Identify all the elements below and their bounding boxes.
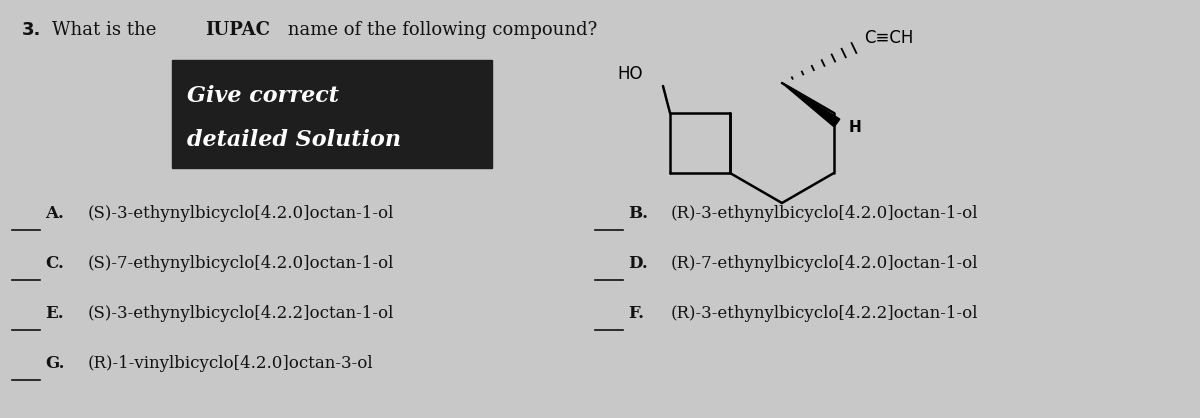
Text: (S)-3-ethynylbicyclo[4.2.0]octan-1-ol: (S)-3-ethynylbicyclo[4.2.0]octan-1-ol [88, 204, 395, 222]
Text: G.: G. [46, 354, 65, 372]
Text: 3.: 3. [22, 21, 41, 39]
Text: F.: F. [628, 304, 644, 321]
Text: (R)-3-ethynylbicyclo[4.2.0]octan-1-ol: (R)-3-ethynylbicyclo[4.2.0]octan-1-ol [671, 204, 978, 222]
Text: (S)-3-ethynylbicyclo[4.2.2]octan-1-ol: (S)-3-ethynylbicyclo[4.2.2]octan-1-ol [88, 304, 395, 321]
Text: C≡CH: C≡CH [864, 29, 913, 47]
Text: H: H [848, 120, 862, 135]
Text: (S)-7-ethynylbicyclo[4.2.0]octan-1-ol: (S)-7-ethynylbicyclo[4.2.0]octan-1-ol [88, 255, 395, 272]
Text: What is the: What is the [52, 21, 162, 39]
Text: E.: E. [46, 304, 64, 321]
Text: IUPAC: IUPAC [205, 21, 270, 39]
Text: (R)-1-vinylbicyclo[4.2.0]octan-3-ol: (R)-1-vinylbicyclo[4.2.0]octan-3-ol [88, 354, 373, 372]
Text: HO: HO [617, 65, 643, 83]
Text: A.: A. [46, 204, 64, 222]
FancyBboxPatch shape [172, 60, 492, 168]
Text: D.: D. [628, 255, 648, 272]
Text: B.: B. [628, 204, 648, 222]
Polygon shape [782, 83, 840, 127]
Text: name of the following compound?: name of the following compound? [282, 21, 598, 39]
Text: (R)-7-ethynylbicyclo[4.2.0]octan-1-ol: (R)-7-ethynylbicyclo[4.2.0]octan-1-ol [671, 255, 978, 272]
Text: (R)-3-ethynylbicyclo[4.2.2]octan-1-ol: (R)-3-ethynylbicyclo[4.2.2]octan-1-ol [671, 304, 978, 321]
Text: C.: C. [46, 255, 64, 272]
Text: Give correct: Give correct [187, 85, 340, 107]
Text: detailed Solution: detailed Solution [187, 129, 401, 151]
